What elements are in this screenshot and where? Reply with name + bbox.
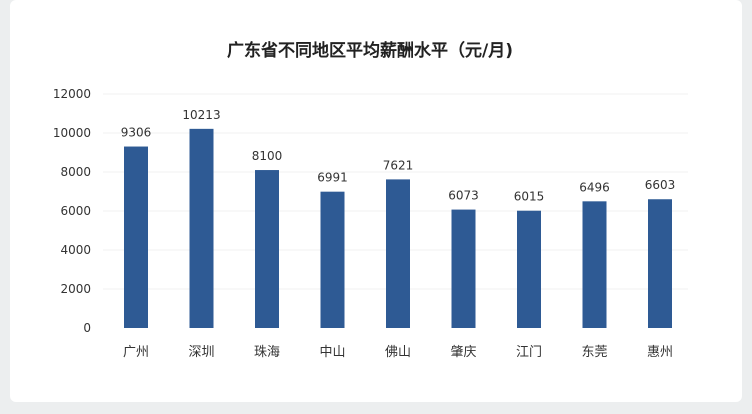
y-tick-label: 4000 [60,243,91,257]
data-labels: 9306 10213 8100 6991 7621 6073 6015 6496 6603 [121,108,676,204]
bar [386,179,410,328]
x-tick-label: 江门 [516,345,542,360]
data-label: 10213 [182,108,220,122]
bar [320,191,345,328]
x-tick-label: 肇庆 [450,345,476,360]
data-label: 6603 [645,178,676,192]
bar [517,210,541,328]
x-tick-label: 广州 [123,345,149,360]
data-label: 7621 [383,158,414,172]
y-tick-label: 2000 [60,282,91,296]
data-label: 9306 [121,126,152,140]
bar [451,209,476,328]
x-tick-label: 佛山 [385,345,411,360]
x-tick-label: 惠州 [647,345,673,360]
bar [255,170,279,328]
data-label: 6015 [514,190,545,204]
bar [648,199,672,328]
x-tick-label: 深圳 [188,345,214,360]
y-tick-label: 0 [83,321,91,335]
y-tick-label: 12000 [53,87,91,101]
x-tick-label: 中山 [319,345,345,360]
y-axis: 0 2000 4000 6000 8000 10000 12000 [53,87,91,335]
x-tick-label: 东莞 [581,345,607,360]
data-label: 6991 [317,171,348,185]
x-axis: 广州 深圳 珠海 中山 佛山 肇庆 江门 东莞 惠州 [123,345,673,360]
bars [124,128,672,328]
y-tick-label: 6000 [60,204,91,218]
bar [582,201,607,328]
y-tick-label: 8000 [60,165,91,179]
chart-title: 广东省不同地区平均薪酬水平（元/月) [227,40,513,61]
data-label: 6073 [448,189,479,203]
data-label: 6496 [579,180,610,194]
x-tick-label: 珠海 [254,345,280,360]
bar [189,128,214,328]
data-label: 8100 [252,149,283,163]
y-tick-label: 10000 [53,126,91,140]
bar [124,146,148,328]
